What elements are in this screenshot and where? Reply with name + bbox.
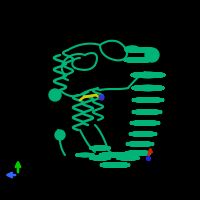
Circle shape xyxy=(55,130,65,140)
Circle shape xyxy=(145,48,159,62)
Circle shape xyxy=(49,89,61,101)
